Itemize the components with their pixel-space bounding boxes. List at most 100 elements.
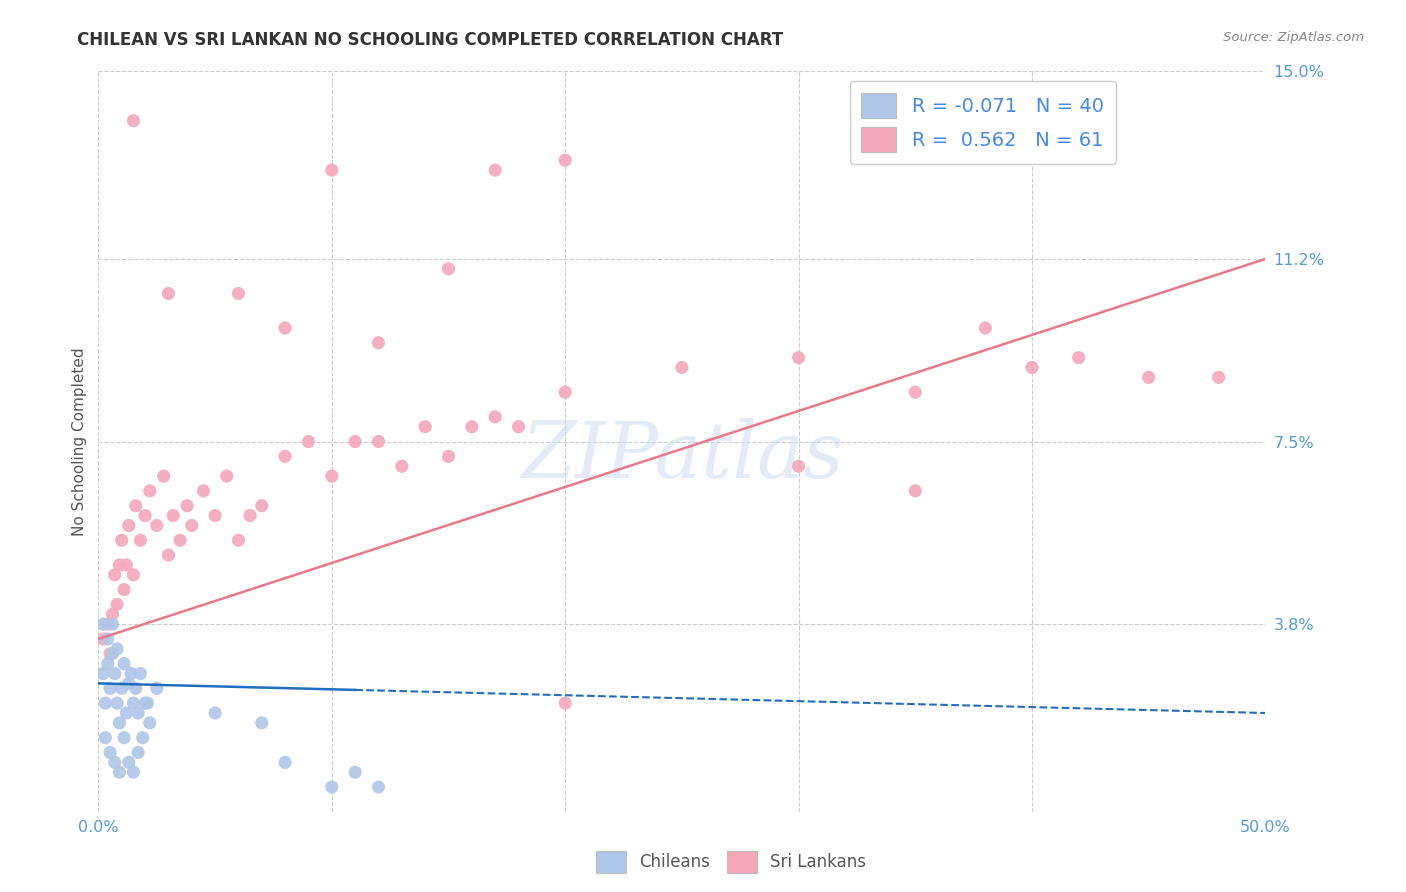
- Point: [112, 731, 135, 745]
- Point: [162, 508, 184, 523]
- Point: [98, 681, 121, 696]
- Point: [437, 261, 460, 276]
- Point: [105, 696, 128, 710]
- Point: [391, 459, 413, 474]
- Point: [274, 450, 297, 464]
- Point: [157, 548, 180, 562]
- Point: [111, 533, 134, 548]
- Point: [250, 715, 273, 730]
- Point: [97, 617, 120, 632]
- Point: [274, 321, 297, 335]
- Point: [118, 518, 141, 533]
- Point: [94, 731, 117, 745]
- Point: [101, 617, 124, 632]
- Point: [344, 765, 367, 780]
- Point: [118, 756, 141, 770]
- Point: [108, 558, 131, 572]
- Point: [112, 582, 135, 597]
- Point: [1208, 370, 1230, 384]
- Point: [367, 335, 389, 350]
- Point: [122, 696, 145, 710]
- Point: [228, 533, 250, 548]
- Point: [94, 696, 117, 710]
- Point: [554, 153, 576, 168]
- Text: ZIPatlas: ZIPatlas: [520, 418, 844, 494]
- Point: [129, 666, 152, 681]
- Point: [127, 706, 149, 720]
- Point: [250, 499, 273, 513]
- Point: [204, 508, 226, 523]
- Point: [104, 756, 127, 770]
- Point: [176, 499, 198, 513]
- Legend: R = -0.071   N = 40, R =  0.562   N = 61: R = -0.071 N = 40, R = 0.562 N = 61: [849, 81, 1115, 164]
- Point: [193, 483, 215, 498]
- Point: [297, 434, 319, 449]
- Point: [787, 459, 810, 474]
- Point: [127, 746, 149, 760]
- Point: [146, 681, 169, 696]
- Point: [1137, 370, 1160, 384]
- Point: [122, 567, 145, 582]
- Point: [104, 666, 127, 681]
- Point: [484, 163, 506, 178]
- Point: [125, 499, 148, 513]
- Point: [484, 409, 506, 424]
- Point: [180, 518, 202, 533]
- Point: [134, 508, 156, 523]
- Point: [321, 163, 343, 178]
- Point: [554, 385, 576, 400]
- Point: [274, 756, 297, 770]
- Point: [105, 598, 128, 612]
- Point: [108, 715, 131, 730]
- Point: [787, 351, 810, 365]
- Point: [104, 567, 127, 582]
- Point: [321, 780, 343, 794]
- Point: [508, 419, 530, 434]
- Point: [204, 706, 226, 720]
- Point: [413, 419, 436, 434]
- Point: [228, 286, 250, 301]
- Point: [111, 681, 134, 696]
- Legend: Chileans, Sri Lankans: Chileans, Sri Lankans: [589, 845, 873, 880]
- Point: [91, 617, 114, 632]
- Point: [118, 676, 141, 690]
- Point: [215, 469, 238, 483]
- Point: [91, 632, 114, 646]
- Point: [129, 533, 152, 548]
- Point: [437, 450, 460, 464]
- Point: [120, 666, 142, 681]
- Y-axis label: No Schooling Completed: No Schooling Completed: [72, 347, 87, 536]
- Point: [101, 607, 124, 622]
- Point: [367, 434, 389, 449]
- Point: [91, 666, 114, 681]
- Point: [97, 657, 120, 671]
- Point: [105, 641, 128, 656]
- Point: [974, 321, 997, 335]
- Point: [122, 765, 145, 780]
- Point: [115, 706, 138, 720]
- Point: [97, 632, 120, 646]
- Point: [101, 647, 124, 661]
- Point: [122, 113, 145, 128]
- Point: [108, 765, 131, 780]
- Point: [152, 469, 174, 483]
- Point: [157, 286, 180, 301]
- Point: [112, 657, 135, 671]
- Point: [134, 696, 156, 710]
- Point: [554, 696, 576, 710]
- Point: [239, 508, 262, 523]
- Point: [139, 483, 162, 498]
- Text: CHILEAN VS SRI LANKAN NO SCHOOLING COMPLETED CORRELATION CHART: CHILEAN VS SRI LANKAN NO SCHOOLING COMPL…: [77, 31, 783, 49]
- Point: [98, 647, 121, 661]
- Point: [344, 434, 367, 449]
- Point: [461, 419, 484, 434]
- Point: [321, 469, 343, 483]
- Point: [139, 715, 162, 730]
- Point: [904, 385, 927, 400]
- Point: [1067, 351, 1090, 365]
- Point: [132, 731, 155, 745]
- Point: [98, 746, 121, 760]
- Point: [169, 533, 191, 548]
- Point: [1021, 360, 1043, 375]
- Point: [146, 518, 169, 533]
